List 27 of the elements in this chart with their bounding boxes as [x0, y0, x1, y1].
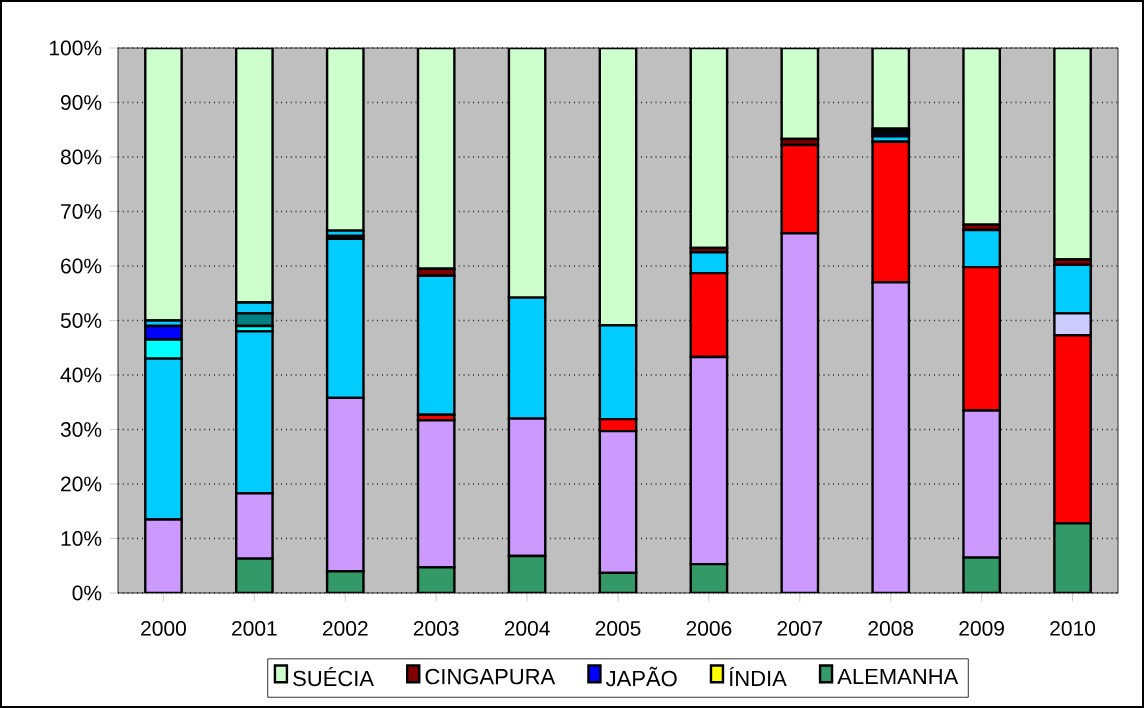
x-tick-label: 2006 — [686, 620, 732, 636]
x-tick-label: 2005 — [595, 620, 641, 636]
legend-label: SUÉCIA — [293, 666, 374, 687]
y-tick-label: 70% — [61, 204, 102, 219]
x-tick-label: 2008 — [868, 620, 914, 636]
y-tick-label: 10% — [61, 531, 102, 546]
x-tick-label: 2000 — [141, 620, 186, 636]
y-tick-label: 50% — [60, 313, 102, 328]
x-tick-label: 2002 — [322, 620, 368, 636]
y-tick-label: 30% — [60, 422, 102, 437]
x-tick-label: 2004 — [504, 620, 550, 636]
y-tick-label: 20% — [61, 476, 102, 492]
x-tick-label: 2001 — [232, 620, 277, 636]
legend-label: ALEMANHA — [837, 668, 959, 685]
y-tick-label: 60% — [61, 258, 102, 274]
y-tick-label: 0% — [72, 585, 102, 601]
y-tick-label: 90% — [61, 95, 102, 110]
y-tick-label: 80% — [60, 149, 102, 165]
legend-label: CINGAPURA — [425, 668, 556, 685]
legend-label: JAPÃO — [605, 666, 677, 687]
x-tick-label: 2010 — [1050, 620, 1096, 636]
y-tick-label: 40% — [60, 367, 102, 383]
x-tick-label: 2007 — [777, 620, 823, 636]
y-tick-label: 100% — [49, 40, 102, 56]
legend-label: ÍNDIA — [729, 666, 787, 686]
x-tick-label: 2009 — [959, 620, 1004, 636]
x-tick-label: 2003 — [413, 620, 459, 636]
